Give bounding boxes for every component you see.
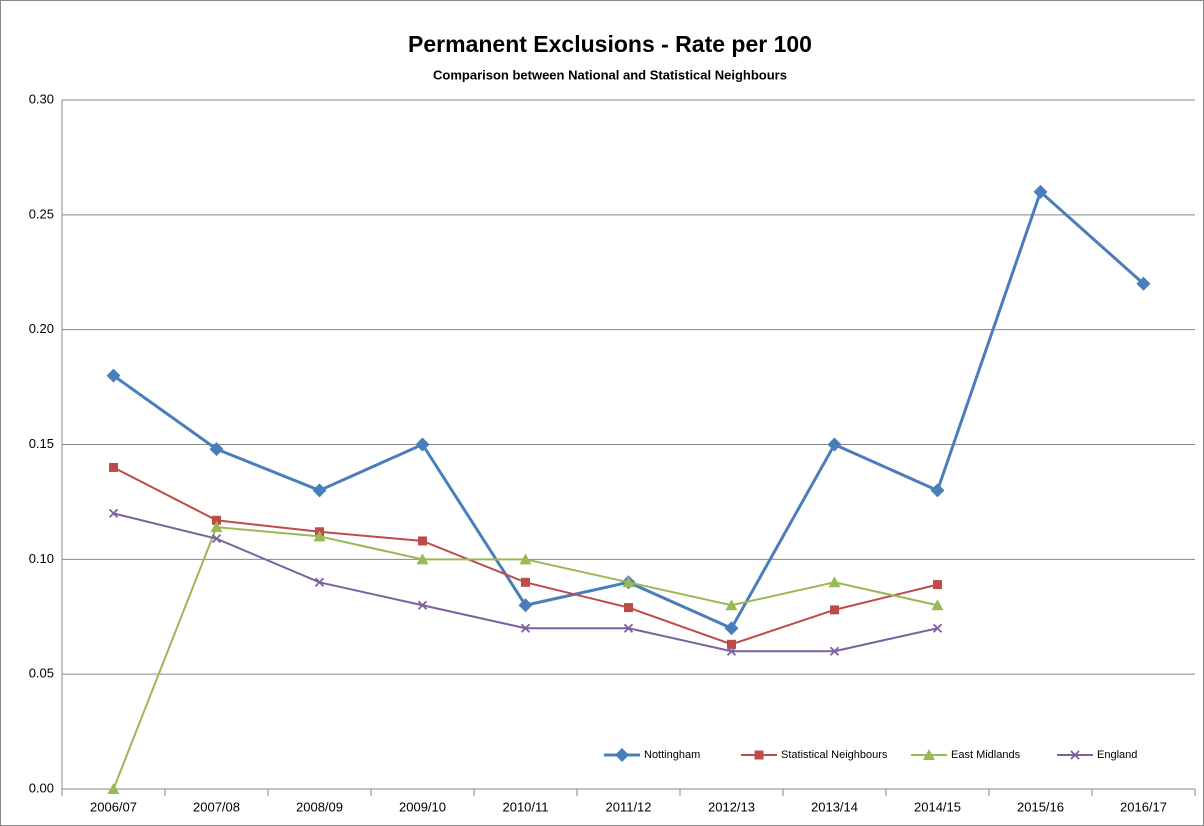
data-point (106, 368, 121, 383)
data-point (724, 621, 739, 636)
x-tick-label: 2016/17 (1120, 799, 1167, 814)
data-point (416, 553, 429, 565)
data-point (209, 442, 224, 457)
legend-marker (1070, 750, 1080, 760)
data-point (211, 534, 222, 544)
data-point (210, 521, 223, 533)
data-point (933, 580, 942, 590)
data-point (624, 603, 633, 613)
data-point (415, 437, 430, 452)
legend-label: Nottingham (644, 749, 700, 761)
x-tick-label: 2009/10 (399, 799, 446, 814)
legend-marker (615, 748, 629, 762)
data-point (829, 646, 840, 656)
data-point (107, 783, 120, 794)
data-point (108, 508, 119, 519)
data-point (418, 536, 427, 546)
legend-marker (923, 749, 935, 760)
data-point (931, 599, 944, 611)
data-point (520, 623, 531, 633)
x-tick-label: 2013/14 (811, 799, 858, 814)
chart-subtitle: Comparison between National and Statisti… (433, 67, 787, 82)
y-tick-label: 0.00 (29, 780, 54, 795)
data-point (518, 598, 533, 613)
data-point (417, 600, 428, 610)
x-tick-label: 2015/16 (1017, 799, 1064, 814)
data-point (932, 623, 943, 633)
data-point (827, 437, 842, 452)
x-tick-label: 2010/11 (502, 799, 548, 814)
data-point (726, 646, 737, 656)
data-point (521, 577, 530, 587)
x-tick-label: 2007/08 (193, 799, 240, 814)
legend-label: England (1097, 749, 1137, 761)
y-tick-label: 0.10 (29, 551, 54, 566)
data-point (1033, 184, 1048, 199)
data-point (312, 483, 327, 498)
y-tick-label: 0.25 (29, 206, 54, 221)
data-point (930, 483, 945, 498)
data-point (727, 639, 736, 649)
data-point (622, 576, 635, 588)
y-tick-label: 0.30 (29, 91, 54, 106)
chart-title: Permanent Exclusions - Rate per 100 (408, 31, 812, 57)
x-tick-label: 2011/12 (605, 799, 651, 814)
x-tick-label: 2008/09 (296, 799, 343, 814)
data-point (109, 462, 118, 472)
x-tick-label: 2012/13 (708, 799, 755, 814)
data-point (1136, 276, 1151, 291)
legend-label: Statistical Neighbours (781, 749, 888, 761)
data-point (212, 515, 221, 525)
data-point (314, 577, 325, 587)
y-tick-label: 0.20 (29, 321, 54, 336)
legend-label: East Midlands (951, 749, 1021, 761)
data-point (313, 530, 326, 542)
x-tick-label: 2014/15 (914, 799, 961, 814)
data-point (828, 576, 841, 588)
y-tick-label: 0.15 (29, 436, 54, 451)
y-tick-label: 0.05 (29, 666, 54, 681)
data-point (830, 605, 839, 615)
x-tick-label: 2006/07 (90, 799, 137, 814)
data-point (623, 623, 634, 633)
data-point (519, 553, 532, 565)
legend-marker (754, 750, 764, 760)
data-point (725, 599, 738, 611)
